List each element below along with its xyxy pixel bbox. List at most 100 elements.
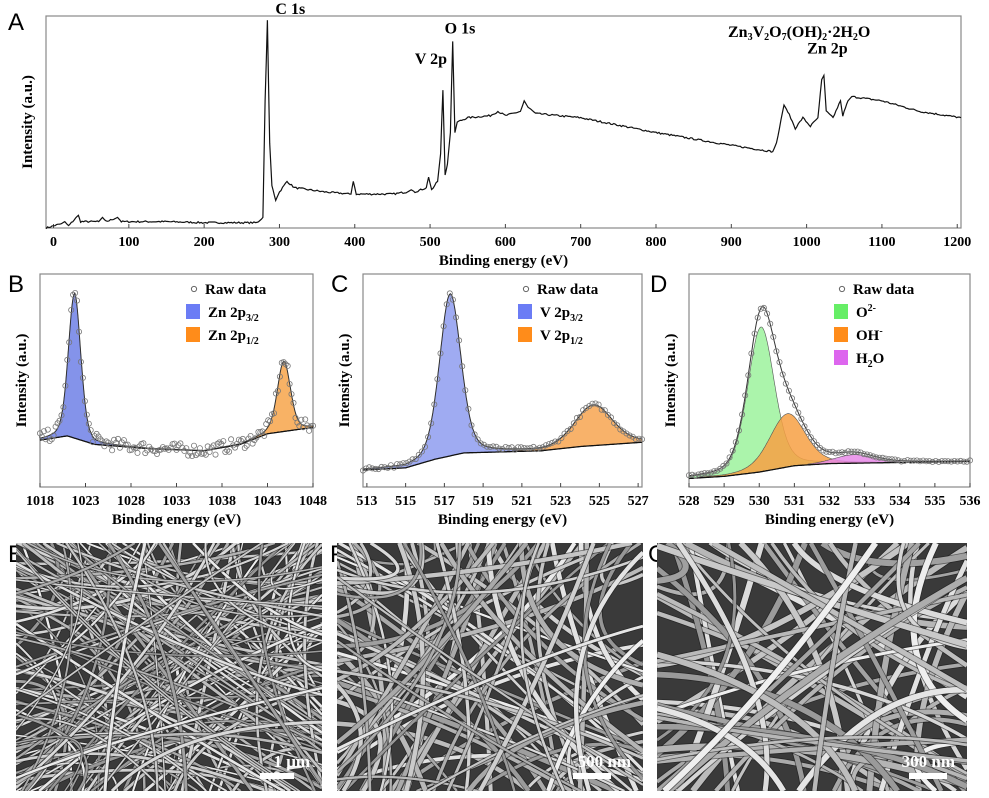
raw-data-point: [926, 458, 933, 465]
raw-data-point: [901, 457, 908, 464]
nanofiber: [657, 705, 786, 791]
raw-data-point: [558, 434, 565, 441]
raw-data-point: [421, 443, 428, 450]
xps-d-x-axis-title: Binding energy (eV): [765, 512, 894, 528]
raw-data-point: [564, 427, 571, 434]
legend-label: V 2p3/2: [540, 305, 583, 324]
raw-data-point: [692, 472, 699, 479]
nanofiber: [582, 543, 643, 781]
nanofiber: [16, 622, 285, 791]
raw-data-point: [359, 467, 366, 474]
raw-data-point: [773, 348, 780, 355]
raw-data-point: [601, 407, 608, 414]
raw-data-point: [745, 372, 752, 379]
raw-data-point: [87, 427, 94, 434]
formula-part: O: [769, 24, 781, 41]
fit-peak-area-1: [39, 292, 126, 448]
raw-data-point: [369, 465, 376, 472]
raw-data-point: [860, 451, 867, 458]
legend-swatch: [834, 327, 848, 342]
raw-data-point: [449, 296, 456, 303]
raw-data-point: [848, 448, 855, 455]
raw-data-point: [440, 323, 447, 330]
raw-data-point: [608, 414, 615, 421]
raw-data-point: [686, 472, 693, 479]
nanofiber: [16, 631, 322, 657]
raw-data-point: [885, 456, 892, 463]
raw-data-point: [767, 320, 774, 327]
xps-survey-tick-label: 400: [344, 235, 365, 250]
raw-data-point: [704, 470, 711, 477]
raw-data-point: [296, 422, 303, 429]
raw-data-point: [935, 458, 942, 465]
raw-data-point: [698, 470, 705, 477]
subscript: 2: [853, 32, 858, 43]
nanofiber: [518, 543, 643, 688]
xps-d-tick-label: 528: [679, 494, 700, 509]
raw-data-point: [42, 436, 49, 443]
raw-data-point: [366, 464, 373, 471]
raw-data-point: [770, 333, 777, 340]
raw-data-point: [452, 314, 459, 321]
raw-data-point: [823, 448, 830, 455]
raw-data-point: [210, 442, 217, 449]
raw-data-point: [723, 460, 730, 467]
xps-d-chart: 528 529 530 531 532 533 534 535 536 Binding energ…: [663, 273, 981, 528]
raw-data-point: [552, 438, 559, 445]
raw-data-point: [81, 398, 88, 405]
raw-data-point: [190, 442, 197, 449]
raw-data-point: [707, 469, 714, 476]
nanofiber: [16, 736, 83, 791]
raw-data-point: [882, 455, 889, 462]
xps-survey-tick-label: 100: [118, 235, 139, 250]
raw-data-point: [701, 470, 708, 477]
raw-data-point: [462, 387, 469, 394]
xps-survey-tick-label: 600: [495, 235, 516, 250]
nanofiber: [337, 543, 529, 745]
raw-data-point: [835, 449, 842, 456]
xps-survey-tick-label: 1200: [943, 235, 971, 250]
raw-data-point: [876, 454, 883, 461]
raw-data-point: [167, 444, 174, 451]
raw-data-point: [372, 465, 379, 472]
raw-data-point: [471, 431, 478, 438]
raw-data-point: [189, 452, 196, 459]
raw-data-point: [945, 458, 952, 465]
nanofiber: [791, 543, 967, 626]
nanofiber: [657, 638, 967, 717]
envelope-fit-line: [688, 306, 970, 477]
nanofiber: [337, 639, 582, 791]
legend-swatch: [518, 327, 532, 342]
raw-data-point: [231, 444, 238, 451]
nanofiber: [90, 663, 322, 791]
raw-data-point: [502, 443, 509, 450]
nanofiber: [16, 734, 300, 791]
xps-c-tick-label: 515: [395, 494, 416, 509]
raw-data-point: [948, 458, 955, 465]
scale-bar-label: 1 μm: [273, 752, 310, 771]
xps-c-chart: 513 515 517 519 521 523 525 527 Binding energy (…: [337, 273, 649, 528]
envelope-fit-line: [362, 293, 643, 470]
raw-data-point: [428, 420, 435, 427]
raw-data-point: [286, 380, 293, 387]
raw-data-point: [567, 425, 574, 432]
nanofiber: [16, 562, 322, 696]
nanofiber: [16, 679, 68, 791]
nanofiber: [657, 671, 900, 791]
raw-data-point: [879, 454, 886, 461]
raw-data-point: [214, 440, 221, 447]
raw-data-point: [951, 457, 958, 464]
xps-survey-tick-label: 700: [570, 235, 591, 250]
raw-data-point: [56, 417, 63, 424]
raw-data-point: [276, 373, 283, 380]
subscript: 2: [868, 359, 873, 370]
raw-data-point: [220, 438, 227, 445]
raw-data-point: [46, 437, 53, 444]
raw-data-point: [468, 422, 475, 429]
xps-d-y-axis-title: Intensity (a.u.): [663, 334, 679, 428]
xps-d-tick-label: 532: [819, 494, 840, 509]
raw-data-point: [363, 465, 370, 472]
xps-survey-tick-label: 1000: [793, 235, 821, 250]
raw-data-point: [397, 461, 404, 468]
nanofiber: [110, 720, 322, 791]
